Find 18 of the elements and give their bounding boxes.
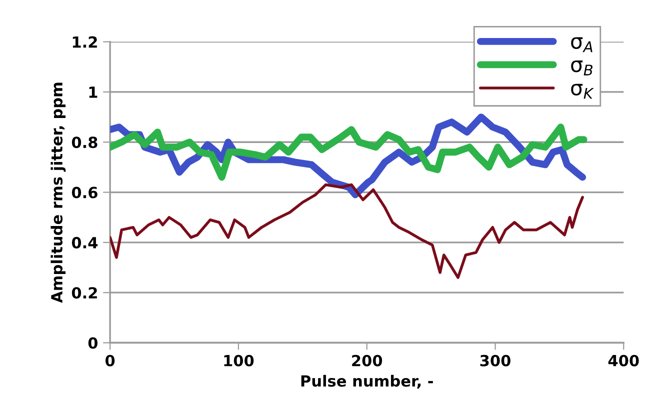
legend-label: σ$_{A}$ [571,37,592,52]
x-axis-title: Pulse number, - [301,374,433,389]
y-tick-label: 0.6 [72,186,98,198]
x-tick-label: 400 [608,354,639,366]
legend-label: σ$_{K}$ [571,84,594,99]
x-tick-label: 300 [480,354,510,366]
y-tick-label: 1 [89,86,98,98]
x-tick-label: 100 [224,354,254,366]
y-tick-label: 0.2 [72,287,97,299]
line-series [110,183,584,279]
x-tick-label: 0 [105,354,115,366]
y-tick-label: 0 [88,337,98,349]
y-tick-label: 0.4 [72,236,98,248]
legend-label: σ$_{B}$ [571,60,592,76]
y-axis-title: Amplitude rms jitter, ppm [50,82,66,303]
x-tick-label: 200 [352,354,382,366]
y-tick-label: 0.8 [72,136,98,148]
y-tick-label: 1.2 [72,36,97,48]
